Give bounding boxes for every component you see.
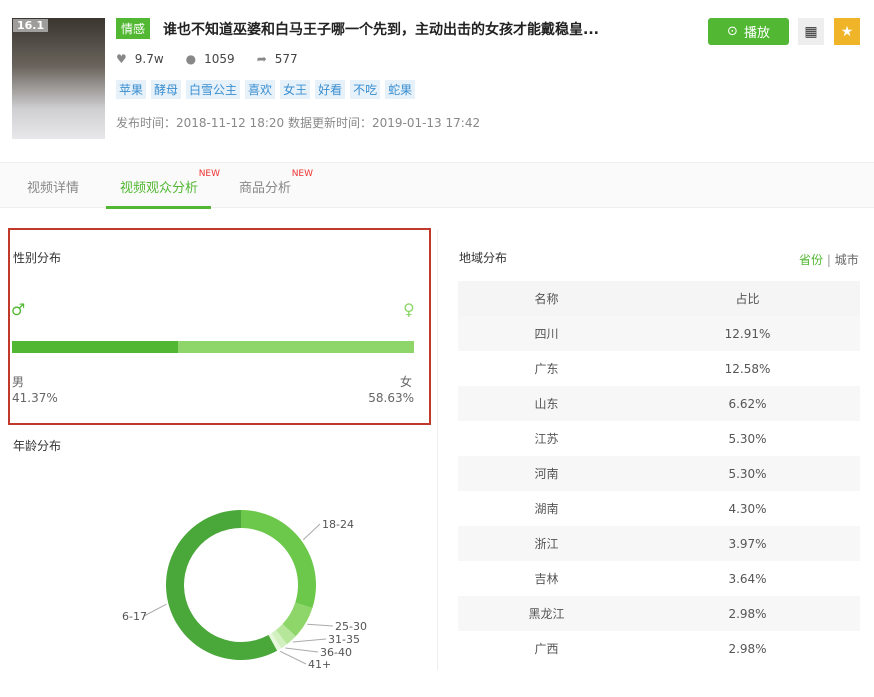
toggle-city[interactable]: 城市: [834, 253, 859, 267]
region-cell: 广西: [534, 642, 559, 656]
slice-31-35[interactable]: [275, 624, 296, 645]
label-6-17: 6-17: [122, 610, 147, 623]
share-cell: 12.91%: [724, 326, 771, 341]
male-percent: 41.37%: [12, 391, 58, 405]
label-25-30: 25-30: [335, 620, 367, 633]
slice-41+[interactable]: [268, 633, 282, 651]
qr-code-button[interactable]: ▦: [798, 18, 824, 45]
female-percent: 58.63%: [368, 391, 414, 405]
region-cell: 黑龙江: [528, 607, 565, 621]
share-cell: 5.30%: [728, 466, 767, 481]
divider: [437, 230, 438, 670]
share-cell: 4.30%: [728, 501, 767, 516]
share-cell: 12.58%: [724, 361, 771, 376]
leader-line: [292, 638, 327, 643]
hot-score: 16.1: [13, 19, 49, 32]
gender-title: 性别分布: [13, 251, 62, 265]
leader-line: [143, 603, 167, 617]
leader-line: [302, 523, 321, 541]
share-icon: ➦: [256, 52, 267, 66]
favorite-button[interactable]: ★: [834, 18, 860, 45]
tag[interactable]: 喜欢: [245, 80, 276, 99]
col-name: 名称: [458, 281, 636, 316]
shares: ➦ 577: [256, 52, 298, 66]
share-cell: 3.97%: [728, 536, 767, 551]
comment-icon: ●: [185, 52, 197, 66]
tag[interactable]: 女王: [280, 80, 311, 99]
region-table: 名称 占比四川 12.91% 广东 12.58% 山东 6.62% 江苏 5.30% 河南 5.30…: [458, 281, 860, 666]
region-cell: 河南: [534, 467, 559, 481]
share-cell: 5.30%: [728, 431, 767, 446]
table-row: 河南 5.30%: [458, 456, 860, 491]
active-tab-indicator: [106, 206, 211, 209]
table-row: 四川 12.91%: [458, 316, 860, 351]
region-cell: 湖南: [534, 502, 559, 516]
slice-36-40[interactable]: [271, 630, 287, 649]
share-cell: 6.62%: [728, 396, 767, 411]
tab-product-analysis[interactable]: 商品分析 NEW: [239, 169, 314, 196]
table-row: 江苏 5.30%: [458, 421, 860, 456]
table-row: 湖南 4.30%: [458, 491, 860, 526]
table-row: 广西 2.98%: [458, 631, 860, 666]
heart-icon: ♥: [116, 52, 127, 66]
female-bar: [178, 341, 414, 353]
table-row: 吉林 3.64%: [458, 561, 860, 596]
tab-bar: 视频详情 视频观众分析 NEW 商品分析 NEW: [0, 162, 874, 209]
share-cell: 2.98%: [728, 641, 767, 656]
tag[interactable]: 白雪公主: [186, 80, 241, 99]
label-41+: 41+: [308, 658, 331, 671]
label-31-35: 31-35: [328, 633, 360, 646]
slice-18-24[interactable]: [241, 510, 316, 609]
region-cell: 浙江: [534, 537, 559, 551]
gender-bar: [12, 341, 414, 353]
tag[interactable]: 好看: [315, 80, 346, 99]
region-cell: 四川: [534, 327, 559, 341]
comments: ● 1059: [185, 52, 235, 66]
play-icon: ⊙: [727, 24, 738, 39]
video-title[interactable]: 谁也不知道巫婆和白马王子哪一个先到，主动出击的女孩才能戴稳皇...: [163, 22, 599, 38]
tab-video-details[interactable]: 视频详情: [27, 181, 80, 196]
share-cell: 2.98%: [728, 606, 767, 621]
table-row: 广东 12.58%: [458, 351, 860, 386]
toggle-province[interactable]: 省份: [799, 253, 824, 267]
age-title: 年龄分布: [13, 439, 62, 453]
region-cell: 山东: [534, 397, 559, 411]
male-icon: ♂: [11, 300, 26, 319]
category-badge: 情感: [116, 18, 151, 39]
slice-6-17[interactable]: [166, 510, 278, 660]
male-label: 男: [12, 375, 25, 389]
gender-panel: [8, 228, 431, 425]
video-thumbnail[interactable]: 16.1: [12, 18, 105, 139]
leader-line: [279, 650, 307, 665]
likes: ♥ 9.7w: [116, 52, 164, 66]
tag[interactable]: 蛇果: [385, 80, 416, 99]
table-row: 浙江 3.97%: [458, 526, 860, 561]
play-button[interactable]: ⊙ 播放: [708, 18, 789, 45]
label-18-24: 18-24: [322, 518, 354, 531]
male-bar: [12, 341, 179, 353]
female-label: 女: [399, 375, 412, 389]
female-icon: ♀: [403, 300, 415, 319]
region-cell: 吉林: [534, 572, 559, 586]
tab-audience-analysis[interactable]: 视频观众分析 NEW: [120, 169, 221, 196]
share-cell: 3.64%: [728, 571, 767, 586]
region-title: 地域分布: [459, 251, 508, 265]
tag[interactable]: 不吃: [350, 80, 381, 99]
table-row: 黑龙江 2.98%: [458, 596, 860, 631]
region-cell: 广东: [534, 362, 559, 376]
star-icon: ★: [840, 23, 854, 40]
slice-25-30[interactable]: [282, 602, 313, 637]
qr-icon: ▦: [804, 23, 818, 40]
tag[interactable]: 酵母: [151, 80, 182, 99]
table-row: 山东 6.62%: [458, 386, 860, 421]
col-share: 占比: [635, 281, 860, 316]
region-cell: 江苏: [534, 432, 559, 446]
tag[interactable]: 苹果: [116, 80, 147, 99]
leader-line: [307, 623, 334, 627]
label-36-40: 36-40: [320, 646, 352, 659]
leader-line: [285, 647, 319, 653]
publish-time: 发布时间：2018-11-12 18:20 数据更新时间：2019-01-13 …: [116, 116, 481, 130]
